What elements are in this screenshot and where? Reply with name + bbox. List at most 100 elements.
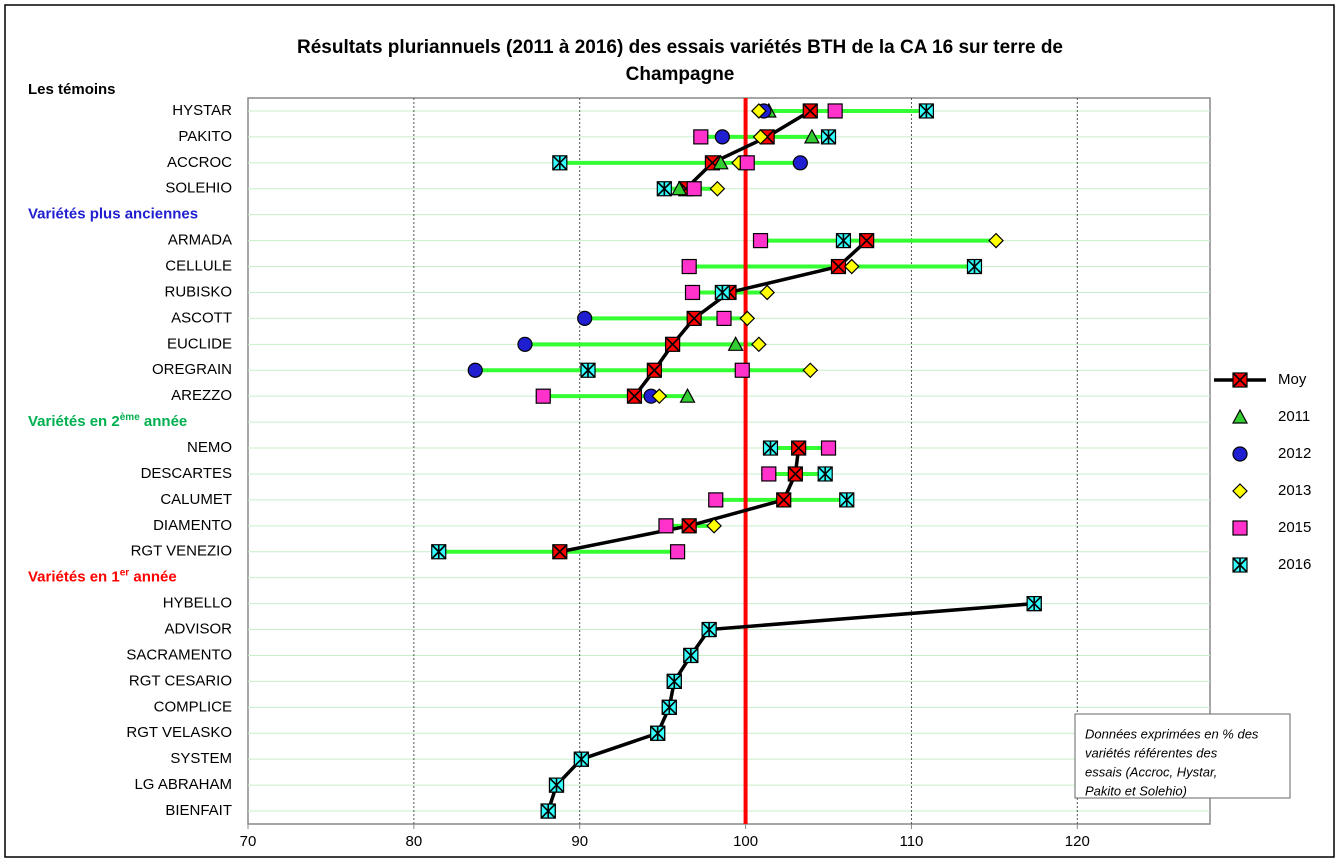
chart-title: Résultats pluriannuels (2011 à 2016) des…: [297, 37, 1063, 58]
data-point: [835, 233, 852, 249]
note-text: essais (Accroc, Hystar,: [1085, 764, 1217, 779]
data-point-body: [827, 103, 843, 119]
y-tick-label: EUCLIDE: [167, 335, 232, 352]
data-point-cross: [776, 492, 792, 508]
data-point: [712, 154, 729, 170]
data-point: [686, 181, 702, 197]
data-point: [751, 336, 767, 353]
data-point: [706, 517, 722, 534]
x-tick-label: 70: [240, 833, 257, 850]
y-tick-label: SOLEHIO: [165, 180, 232, 197]
y-tick-label: DIAMENTO: [153, 517, 232, 534]
y-tick-label: DESCARTES: [141, 465, 232, 482]
data-point-cross: [830, 258, 847, 275]
data-point-body: [759, 284, 775, 301]
data-point: [693, 129, 709, 145]
data-point: [802, 103, 818, 119]
group-header-text: Variétés en 1: [28, 569, 120, 586]
legend-label: 2013: [1278, 482, 1311, 499]
data-point: [684, 284, 701, 301]
data-point: [803, 128, 820, 144]
legend-label: 2015: [1278, 519, 1311, 536]
legend-label: Moy: [1278, 371, 1307, 388]
data-point: [752, 129, 769, 145]
group-header-rest: année: [129, 569, 177, 586]
y-tick-label: RGT VELASKO: [126, 724, 232, 741]
data-point: [665, 336, 681, 352]
data-point-body: [693, 129, 709, 145]
data-point: [431, 544, 447, 560]
legend-marker-body: [1231, 408, 1249, 424]
group-header-text: Variétés plus anciennes: [28, 206, 198, 223]
data-point: [1026, 596, 1042, 612]
y-tick-label: ASCOTT: [171, 309, 232, 326]
data-point: [918, 103, 934, 119]
group-header: Les témoins: [28, 81, 116, 98]
legend-marker-body: [1232, 520, 1248, 536]
data-point-cross: [646, 362, 662, 378]
data-point: [580, 362, 596, 378]
y-tick-label: RUBISKO: [164, 283, 232, 300]
data-point: [839, 492, 855, 508]
data-point: [708, 492, 724, 508]
data-point: [727, 336, 744, 351]
data-point: [552, 544, 568, 560]
legend-label: 2011: [1278, 408, 1310, 425]
group-header: Variétés en 1er année: [28, 567, 177, 585]
y-tick-label: AREZZO: [171, 387, 232, 404]
data-point: [651, 388, 668, 405]
data-point: [626, 388, 643, 404]
data-point-body: [681, 258, 697, 275]
group-header-sup: er: [120, 567, 130, 578]
y-tick-label: BIENFAIT: [165, 802, 232, 819]
data-point-body: [708, 492, 724, 508]
legend-marker-body: [1232, 483, 1248, 499]
data-point-cross: [626, 388, 643, 404]
data-point-body: [751, 336, 767, 353]
data-point: [656, 181, 672, 197]
data-point-cross: [791, 440, 807, 456]
data-point-body: [716, 310, 732, 326]
y-tick-label: RGT VENEZIO: [131, 543, 232, 560]
legend-marker-cross: [1232, 372, 1248, 388]
note-text: Données exprimées en % des: [1085, 726, 1259, 741]
legend-label: 2012: [1278, 445, 1311, 462]
data-point: [820, 440, 837, 456]
data-point: [791, 440, 807, 456]
data-point: [792, 155, 808, 171]
data-point-body: [684, 284, 701, 301]
data-point-cross: [859, 233, 875, 249]
legend-marker-body: [1232, 446, 1248, 462]
group-header-text: Variétés en 2: [28, 413, 120, 430]
x-tick-label: 120: [1065, 833, 1090, 850]
data-point-body: [739, 310, 756, 327]
data-point: [552, 155, 568, 171]
data-point: [577, 310, 593, 326]
data-point-body: [714, 129, 730, 145]
data-point-cross: [665, 336, 681, 352]
data-point: [820, 129, 837, 145]
data-point: [802, 362, 819, 379]
data-point-body: [751, 103, 767, 119]
data-point: [776, 492, 792, 508]
y-tick-label: CALUMET: [160, 491, 232, 508]
data-point-body: [671, 180, 688, 196]
data-point-cross: [552, 544, 568, 560]
data-point-body: [709, 180, 726, 197]
data-point: [686, 310, 702, 326]
legend-marker: [1231, 408, 1249, 424]
data-point: [679, 387, 696, 403]
data-point: [701, 621, 717, 638]
data-point: [751, 103, 767, 119]
data-point: [467, 362, 483, 378]
data-point: [988, 232, 1004, 249]
legend-marker: [1232, 520, 1248, 536]
data-point: [787, 466, 803, 482]
data-point: [843, 258, 860, 275]
data-point: [817, 466, 833, 482]
data-point: [646, 362, 662, 378]
y-tick-label: RGT CESARIO: [129, 672, 232, 689]
data-point-cross: [686, 310, 702, 326]
y-tick-label: HYBELLO: [163, 595, 232, 612]
data-point: [669, 544, 686, 560]
